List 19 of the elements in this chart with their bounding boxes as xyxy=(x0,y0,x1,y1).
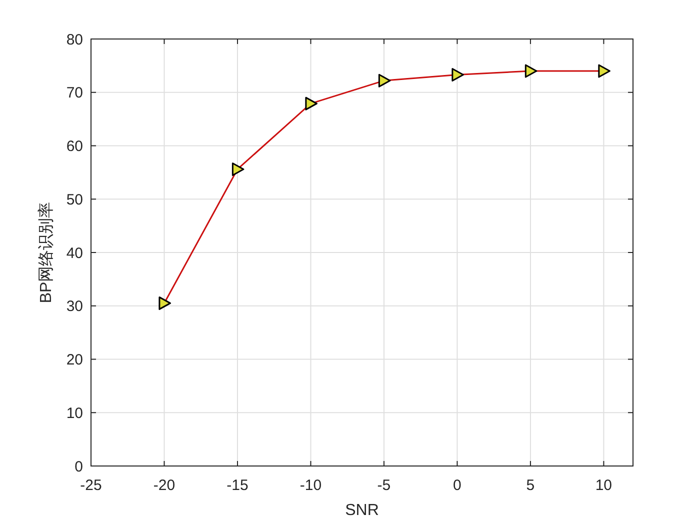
y-tick-label: 50 xyxy=(66,191,83,208)
y-tick-label: 20 xyxy=(66,352,83,368)
x-tick-label: -10 xyxy=(300,477,322,494)
x-tick-label: -15 xyxy=(226,477,248,494)
y-axis-title: BP网络识别率 xyxy=(37,202,55,304)
y-tick-label: 60 xyxy=(66,138,83,155)
y-tick-label: 10 xyxy=(66,404,83,422)
x-tick-label: 0 xyxy=(453,477,462,494)
x-axis-title: SNR xyxy=(345,502,379,519)
y-tick-label: 80 xyxy=(66,31,83,48)
y-tick-label: 40 xyxy=(66,244,83,262)
x-tick-label: 10 xyxy=(595,477,612,494)
x-tick-label: -25 xyxy=(80,477,102,494)
x-tick-label: -5 xyxy=(377,477,391,494)
x-tick-label: 5 xyxy=(526,477,535,494)
x-tick-label: -20 xyxy=(153,477,176,494)
y-tick-label: 0 xyxy=(74,458,83,476)
y-tick-label: 70 xyxy=(66,84,83,102)
y-tick-label: 30 xyxy=(66,298,83,316)
